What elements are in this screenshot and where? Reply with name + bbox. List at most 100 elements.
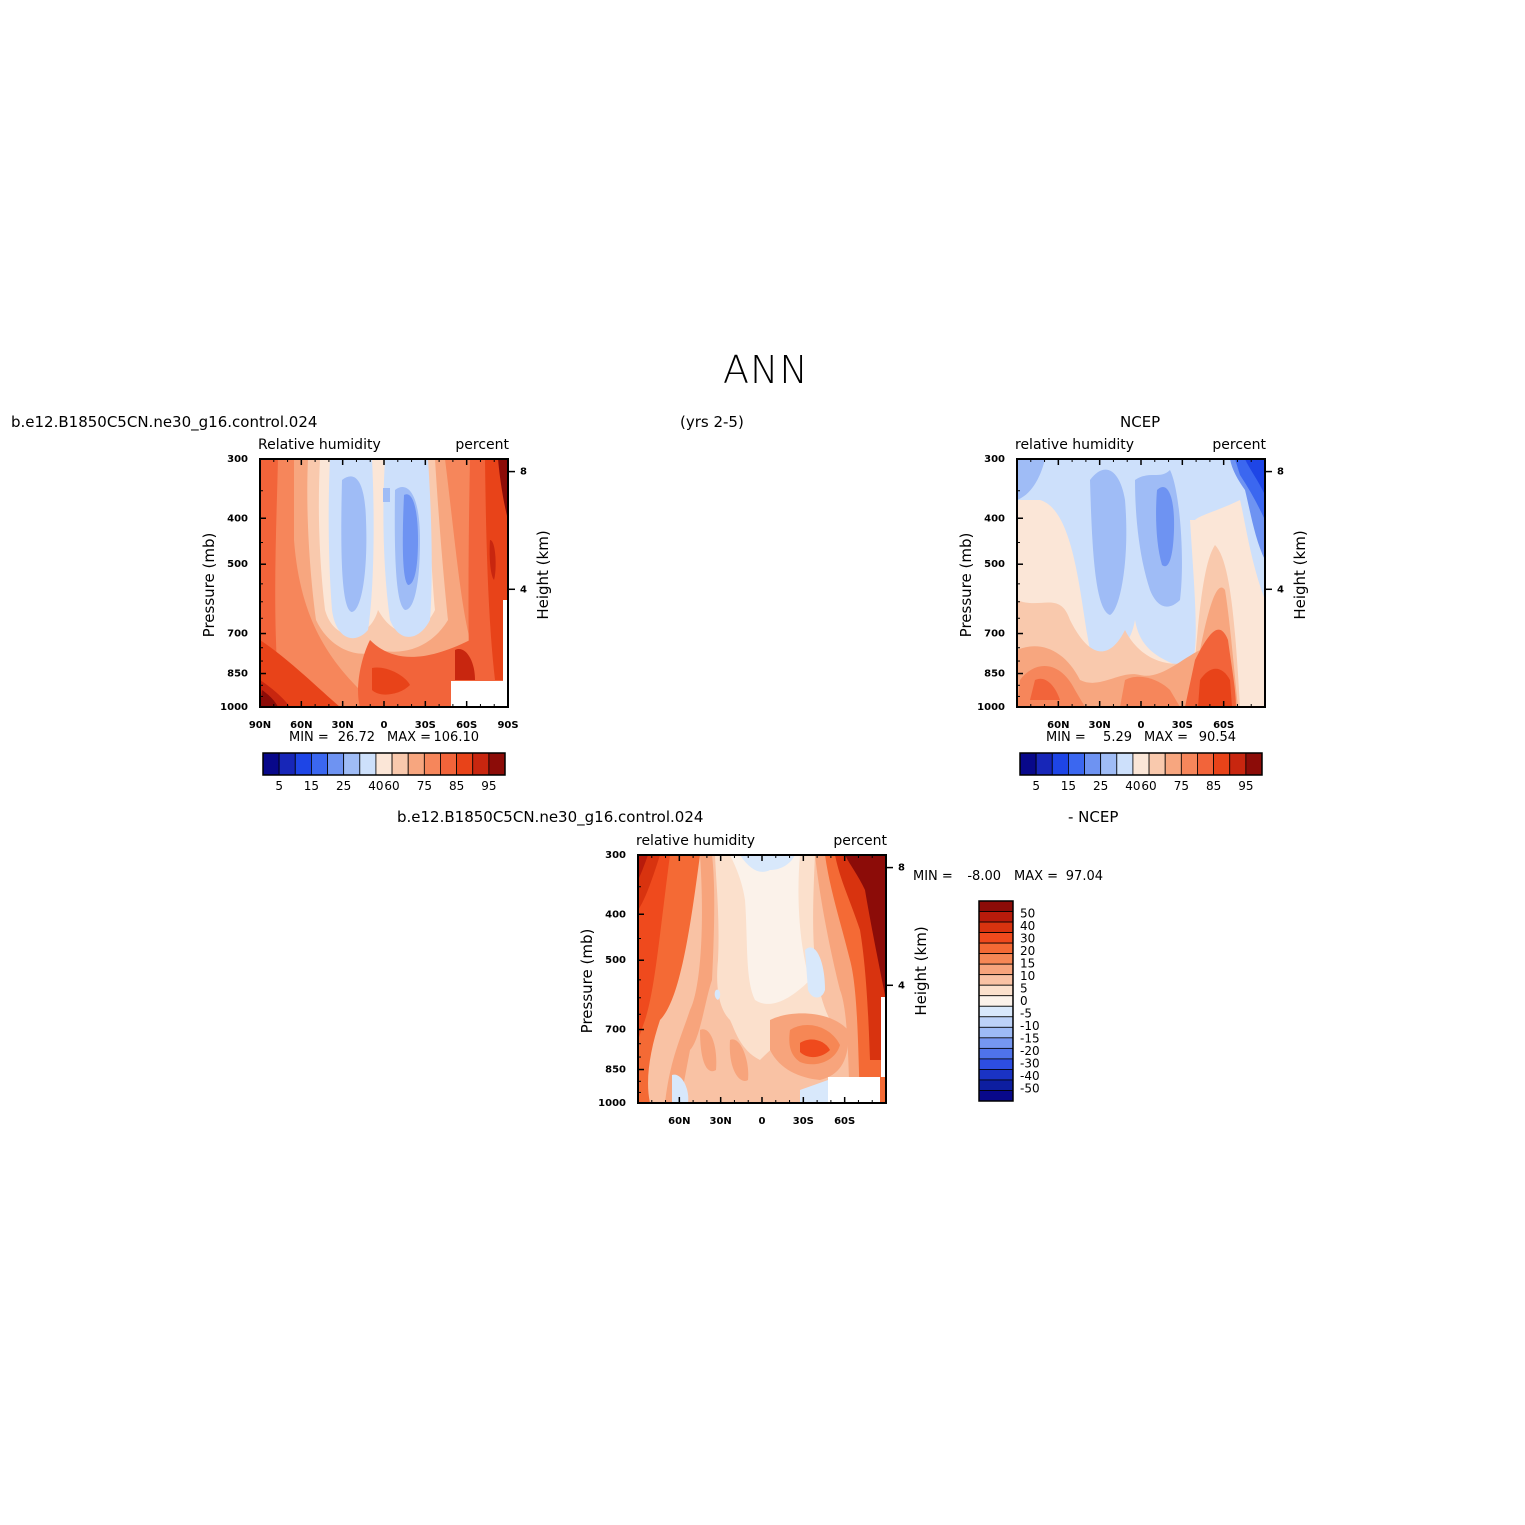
diff-colorbar-label: -5: [1020, 1007, 1032, 1021]
model-colorbar-swatch: [327, 752, 345, 776]
obs-colorbar-swatch: [1019, 752, 1037, 776]
model-colorbar-swatch: [310, 752, 328, 776]
diff-xtick-label: 60S: [834, 1116, 855, 1127]
diff-units-label: percent: [833, 833, 887, 849]
diff-y2tick-label: 8: [898, 863, 905, 874]
model-xtick-label: 90S: [497, 720, 518, 731]
model-max-label: MAX =: [387, 730, 431, 745]
model-units-label: percent: [455, 437, 509, 453]
obs-ytick-label: 300: [984, 454, 1005, 465]
obs-xtick-label: 0: [1138, 720, 1145, 731]
obs-colorbar-label: 60: [1141, 779, 1156, 793]
model-colorbar-label: 15: [304, 779, 319, 793]
diff-colorbar-swatch: [978, 1058, 1014, 1070]
diff-variable-label: relative humidity: [636, 833, 755, 849]
model-min-label: MIN =: [289, 730, 329, 745]
model-colorbar-label: 60: [384, 779, 399, 793]
obs-min-label: MIN =: [1046, 730, 1086, 745]
obs-colorbar-frame: [1019, 752, 1263, 776]
diff-xtick-label: 60N: [668, 1116, 690, 1127]
obs-name-label: NCEP: [1120, 413, 1161, 431]
obs-colorbar-swatch: [1229, 752, 1247, 776]
diff-y2label: Height (km): [912, 926, 930, 1015]
model-colorbar: 5 15 25 40 60 75 85 95: [262, 752, 506, 793]
diff-colorbar-swatch: [978, 1090, 1014, 1102]
diff-colorbar-swatch: [978, 1079, 1014, 1091]
model-min-value: 26.72: [338, 730, 375, 745]
model-colorbar-swatch: [407, 752, 425, 776]
obs-colorbar-swatch: [1132, 752, 1150, 776]
diff-colorbar-label: -20: [1020, 1044, 1040, 1058]
model-ytick-label: 500: [227, 559, 248, 570]
obs-colorbar-swatch: [1148, 752, 1166, 776]
obs-colorbar-swatch: [1197, 752, 1215, 776]
diff-colorbar-label: 10: [1020, 969, 1035, 983]
diff-colorbar-label: 0: [1020, 994, 1028, 1008]
diff-obs-name-label: - NCEP: [1068, 808, 1119, 826]
model-y2tick-label: 4: [520, 584, 527, 595]
diff-colorbar-swatch: [978, 1047, 1014, 1060]
diff-colorbar-swatch: [978, 974, 1014, 986]
model-colorbar-label: 85: [449, 779, 464, 793]
diff-min-label: MIN =: [913, 869, 953, 884]
diff-ytick-label: 500: [605, 955, 626, 966]
diff-ytick-label: 700: [605, 1025, 626, 1036]
obs-contour-panel: [1017, 459, 1265, 707]
obs-colorbar-swatch: [1213, 752, 1231, 776]
obs-colorbar-swatch: [1100, 752, 1118, 776]
colorbar-layer: 5 15 25 40 60 75 85 95 5 15 25 40 60 75 85 955040302015…: [262, 752, 1263, 1102]
model-colorbar-label: 25: [336, 779, 351, 793]
model-colorbar-swatch: [472, 752, 490, 776]
diff-colorbar-swatch: [978, 963, 1014, 976]
diff-colorbar-swatch: [978, 900, 1014, 912]
obs-xtick-label: 30N: [1089, 720, 1111, 731]
diff-colorbar-label: 15: [1020, 957, 1035, 971]
diff-colorbar-swatch: [978, 1069, 1014, 1081]
obs-colorbar-swatch: [1245, 752, 1263, 776]
obs-ylabel: Pressure (mb): [957, 533, 975, 638]
obs-y2label: Height (km): [1291, 530, 1309, 619]
obs-colorbar-swatch: [1084, 752, 1102, 776]
model-colorbar-label: 40: [368, 779, 383, 793]
diff-y2tick-label: 4: [898, 980, 905, 991]
diff-colorbar-swatch: [978, 1005, 1014, 1018]
obs-ytick-label: 700: [984, 629, 1005, 640]
diff-ytick-label: 1000: [598, 1098, 626, 1109]
obs-axes: relative humidity percent 300 400 500 700 850 1…: [957, 437, 1309, 745]
obs-colorbar: 5 15 25 40 60 75 85 95: [1019, 752, 1263, 793]
diff-xtick-label: 0: [759, 1116, 766, 1127]
model-ytick-label: 700: [227, 629, 248, 640]
model-variable-label: Relative humidity: [258, 437, 381, 453]
diff-ylabel: Pressure (mb): [578, 929, 596, 1034]
obs-colorbar-label: 85: [1206, 779, 1221, 793]
diff-colorbar-swatch: [978, 1026, 1014, 1039]
model-colorbar-swatch: [343, 752, 361, 776]
model-colorbar-swatch: [262, 752, 280, 776]
diff-colorbar-swatch: [978, 984, 1014, 997]
obs-max-label: MAX =: [1144, 730, 1188, 745]
diff-max-value: 97.04: [1066, 869, 1103, 884]
diff-ytick-label: 300: [605, 850, 626, 861]
obs-xtick-label: 60S: [1213, 720, 1234, 731]
model-xtick-label: 30N: [332, 720, 354, 731]
diff-colorbar-swatch: [978, 911, 1014, 923]
model-xtick-label: 90N: [249, 720, 271, 731]
model-colorbar-swatch: [294, 752, 312, 776]
model-colorbar-swatch: [440, 752, 458, 776]
obs-ytick-label: 1000: [977, 702, 1005, 713]
diff-max-label: MAX =: [1014, 869, 1058, 884]
diff-xtick-label: 30S: [793, 1116, 814, 1127]
diff-colorbar-swatch: [978, 953, 1014, 965]
model-xtick-label: 30S: [415, 720, 436, 731]
model-axes: Relative humidity percent 300 400 500 700 850 1…: [200, 437, 552, 745]
diff-colorbar-swatch: [978, 942, 1014, 955]
model-colorbar-swatch: [375, 752, 393, 776]
model-y2label: Height (km): [534, 530, 552, 619]
obs-colorbar-swatch: [1180, 752, 1198, 776]
diff-colorbar-label: 20: [1020, 944, 1035, 958]
diff-ytick-label: 850: [605, 1065, 626, 1076]
obs-ytick-label: 400: [984, 513, 1005, 524]
obs-colorbar-label: 5: [1032, 779, 1040, 793]
obs-ytick-label: 850: [984, 669, 1005, 680]
